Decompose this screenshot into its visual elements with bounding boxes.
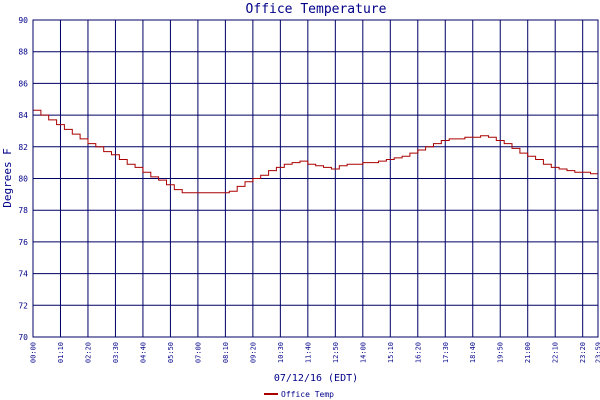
x-tick-label: 17:30	[442, 342, 450, 363]
x-tick-label: 18:40	[469, 342, 477, 363]
y-tick-label: 74	[18, 270, 28, 279]
y-tick-label: 84	[18, 111, 28, 120]
series-layer	[33, 109, 598, 194]
x-tick-labels: 00:00 01:10 02:20 03:30 04:40 05:50 07:00 08:10…	[30, 342, 600, 363]
x-tick-label: 04:40	[139, 342, 147, 363]
x-tick-label: 23:59	[595, 342, 600, 363]
x-tick-label: 11:40	[304, 342, 312, 363]
x-tick-label: 10:30	[277, 342, 285, 363]
x-tick-label: 09:20	[249, 342, 257, 363]
x-tick-label: 12:50	[332, 342, 340, 363]
y-tick-label: 90	[18, 16, 28, 25]
x-tick-label: 15:10	[387, 342, 395, 363]
y-tick-labels: 70 72 74 76 78 80 82 84 86 88 90	[18, 16, 28, 342]
chart-title: Office Temperature	[246, 2, 387, 17]
x-tick-label: 01:10	[57, 342, 65, 363]
series-line	[33, 109, 598, 194]
y-axis-label: Degrees F	[1, 148, 14, 208]
x-tick-label: 03:30	[112, 342, 120, 363]
x-tick-label: 05:50	[167, 342, 175, 363]
y-tick-label: 80	[18, 175, 28, 184]
x-tick-label: 16:20	[414, 342, 422, 363]
x-axis-label: 07/12/16 (EDT)	[274, 373, 358, 384]
y-tick-label: 70	[18, 333, 28, 342]
x-tick-label: 22:10	[552, 342, 560, 363]
y-tick-label: 72	[18, 301, 28, 310]
y-tick-label: 76	[18, 238, 28, 247]
x-tick-label: 21:00	[524, 342, 532, 363]
legend-label: Office Temp	[281, 390, 334, 399]
plot-frame	[32, 19, 599, 338]
x-tick-label: 23:20	[579, 342, 587, 363]
y-tick-label: 86	[18, 79, 28, 88]
x-tick-label: 02:20	[84, 342, 92, 363]
legend: Office Temp	[264, 390, 334, 399]
x-tick-label: 00:00	[30, 342, 38, 363]
x-tick-label: 08:10	[222, 342, 230, 363]
x-tick-label: 14:00	[359, 342, 367, 363]
x-tick-label: 19:50	[497, 342, 505, 363]
y-tick-label: 78	[18, 206, 28, 215]
y-tick-label: 88	[18, 48, 28, 57]
y-tick-label: 82	[18, 143, 28, 152]
x-tick-label: 07:00	[194, 342, 202, 363]
